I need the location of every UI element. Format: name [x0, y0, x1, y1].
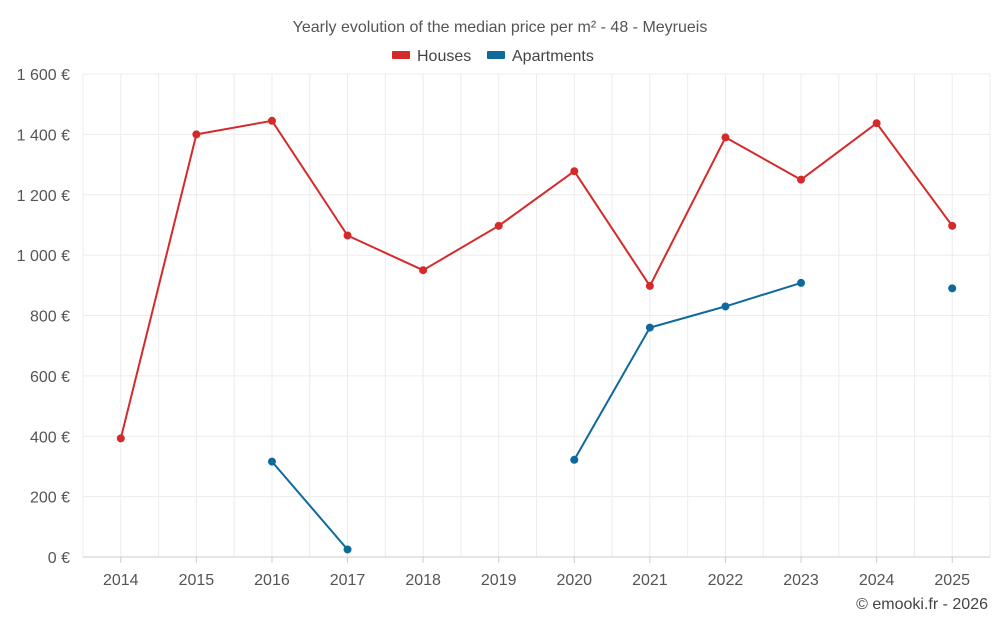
data-point-houses[interactable]	[570, 167, 579, 176]
y-tick-label: 200 €	[30, 490, 70, 507]
x-tick-label: 2023	[783, 572, 819, 589]
data-point-houses[interactable]	[343, 231, 352, 240]
series-line-houses	[119, 119, 954, 439]
series-line-apartments	[573, 281, 802, 461]
x-tick-label: 2016	[254, 572, 290, 589]
credit-text: © emooki.fr - 2026	[856, 596, 988, 613]
y-tick-label: 600 €	[30, 369, 70, 386]
series-apartments	[267, 278, 957, 554]
legend: Houses Apartments	[392, 48, 594, 65]
data-point-apartments[interactable]	[343, 545, 352, 554]
data-point-houses[interactable]	[948, 221, 957, 230]
x-tick-label: 2019	[481, 572, 517, 589]
x-tick-label: 2024	[859, 572, 895, 589]
y-tick-label: 1 600 €	[17, 67, 70, 84]
data-point-houses[interactable]	[267, 116, 276, 125]
data-point-apartments[interactable]	[645, 323, 654, 332]
data-point-houses[interactable]	[721, 133, 730, 142]
y-tick-label: 0 €	[48, 550, 70, 567]
axes: 0 € 200 € 400 € 600 € 800 € 1 000 € 1 200 € 1 4…	[17, 67, 990, 589]
data-point-apartments[interactable]	[797, 278, 806, 287]
data-point-houses[interactable]	[645, 281, 654, 290]
data-point-apartments[interactable]	[267, 457, 276, 466]
x-tick-label: 2014	[103, 572, 139, 589]
grid	[82, 73, 991, 558]
legend-swatch-apartments	[487, 51, 505, 59]
data-point-houses[interactable]	[872, 119, 881, 128]
data-point-apartments[interactable]	[570, 455, 579, 464]
legend-label-houses: Houses	[417, 48, 471, 65]
legend-label-apartments: Apartments	[512, 48, 594, 65]
y-tick-label: 1 400 €	[17, 127, 70, 144]
x-tick-label: 2021	[632, 572, 668, 589]
series-line-apartments	[271, 460, 349, 551]
data-point-houses[interactable]	[116, 434, 125, 443]
series	[116, 116, 957, 554]
y-tick-label: 400 €	[30, 429, 70, 446]
series-houses	[116, 116, 957, 443]
legend-swatch-houses	[392, 51, 410, 59]
legend-item-apartments[interactable]: Apartments	[487, 48, 594, 65]
y-tick-label: 1 200 €	[17, 188, 70, 205]
data-point-houses[interactable]	[494, 221, 503, 230]
data-point-houses[interactable]	[419, 266, 428, 275]
chart-title: Yearly evolution of the median price per…	[293, 19, 708, 36]
legend-item-houses[interactable]: Houses	[392, 48, 471, 65]
y-tick-label: 1 000 €	[17, 248, 70, 265]
data-point-apartments[interactable]	[721, 302, 730, 311]
x-tick-label: 2017	[330, 572, 366, 589]
x-tick-label: 2015	[179, 572, 215, 589]
data-point-apartments[interactable]	[948, 284, 957, 293]
x-tick-label: 2018	[405, 572, 441, 589]
x-tick-label: 2022	[708, 572, 744, 589]
data-point-houses[interactable]	[797, 175, 806, 184]
y-tick-label: 800 €	[30, 309, 70, 326]
data-point-houses[interactable]	[192, 130, 201, 139]
x-tick-label: 2020	[556, 572, 592, 589]
x-tick-label: 2025	[934, 572, 970, 589]
